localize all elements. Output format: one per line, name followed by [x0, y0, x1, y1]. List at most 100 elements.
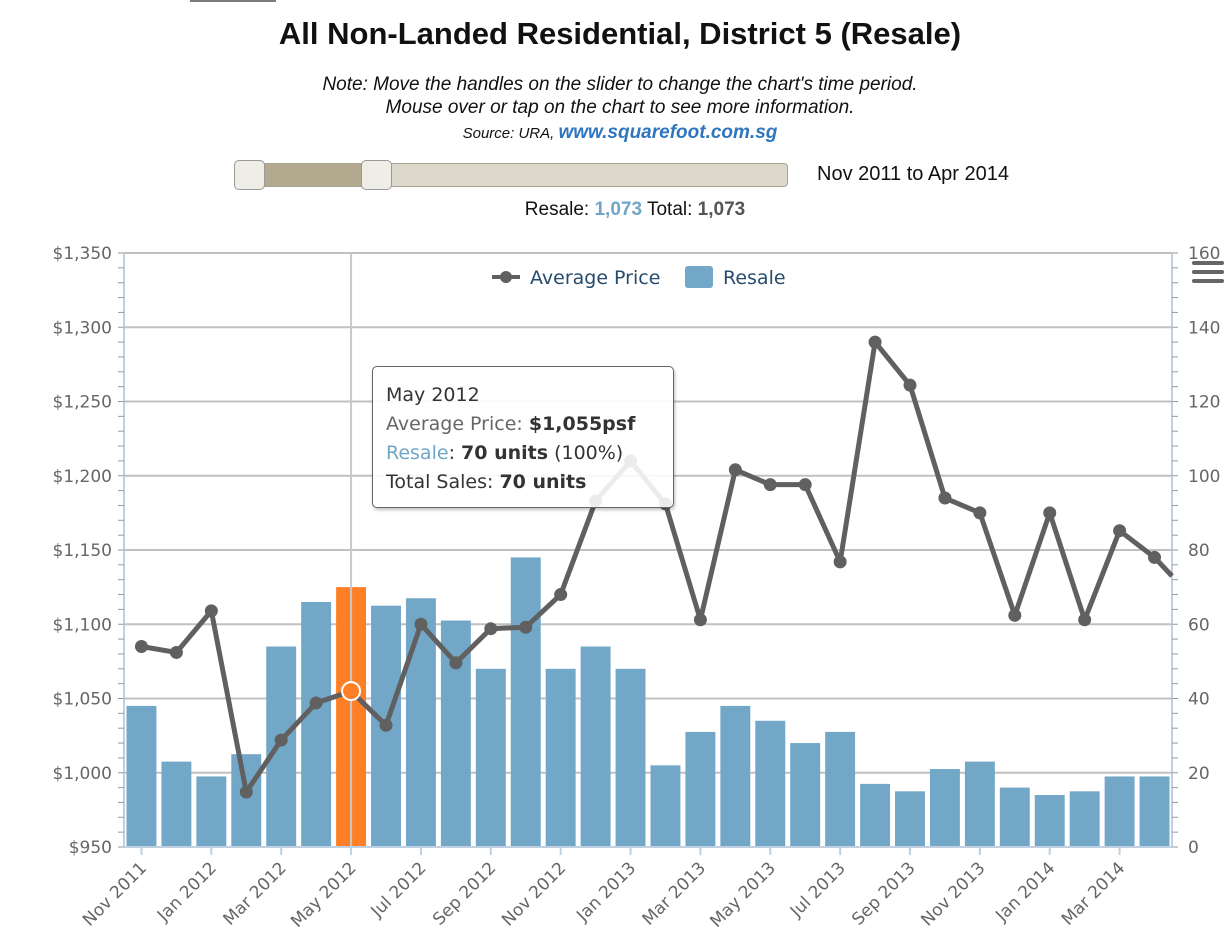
tooltip-avg-label: Average Price: — [386, 413, 529, 435]
bar-jul-2013[interactable] — [825, 731, 856, 847]
price-point-mar-2013[interactable] — [693, 613, 707, 627]
legend[interactable]: Average Price Resale — [492, 266, 786, 289]
bar-jan-2012[interactable] — [196, 776, 227, 847]
source-prefix: Source: URA, — [462, 125, 559, 142]
tooltip-resale-label: Resale — [386, 442, 449, 464]
bar-dec-2012[interactable] — [580, 646, 611, 847]
y-right-tick-label: 20 — [1188, 764, 1210, 784]
resale-total-value: 1,073 — [594, 199, 643, 220]
axes — [118, 252, 1178, 848]
price-point-sep-2013[interactable] — [903, 378, 917, 392]
y-left-tick-label: $1,150 — [53, 541, 112, 561]
y-left-tick-label: $1,300 — [53, 318, 112, 338]
bar-apr-2014[interactable] — [1139, 776, 1170, 847]
legend-swatch-icon — [685, 266, 713, 288]
x-tick-label: Nov 2013 — [917, 858, 989, 930]
bar-nov-2011[interactable] — [126, 705, 157, 847]
bar-apr-2012[interactable] — [301, 601, 332, 847]
legend-label-average-price: Average Price — [530, 267, 660, 289]
bar-oct-2012[interactable] — [510, 557, 541, 847]
overall-total-value: 1,073 — [697, 199, 746, 220]
bar-feb-2014[interactable] — [1069, 791, 1100, 847]
slider-selected-range — [247, 164, 375, 186]
tooltip-average-price: Average Price: $1,055psf — [386, 413, 635, 435]
price-point-apr-2013[interactable] — [728, 463, 742, 477]
x-tick-label: Mar 2012 — [219, 858, 290, 929]
price-point-apr-2014[interactable] — [1148, 550, 1162, 564]
price-point-jul-2013[interactable] — [833, 555, 847, 569]
x-tick-label: Jan 2013 — [572, 858, 640, 926]
price-point-nov-2011[interactable] — [134, 640, 148, 654]
price-point-oct-2013[interactable] — [938, 491, 952, 505]
price-point-nov-2013[interactable] — [973, 506, 987, 520]
bar-jul-2012[interactable] — [405, 598, 436, 847]
price-point-apr-2012[interactable] — [309, 696, 323, 710]
tooltip-total: Total Sales: 70 units — [386, 471, 586, 493]
slider-handle-end[interactable] — [361, 160, 392, 190]
bar-aug-2013[interactable] — [860, 783, 891, 847]
bar-jan-2013[interactable] — [615, 668, 646, 847]
y-right-tick-label: 60 — [1188, 615, 1210, 635]
resale-total-label: Resale: — [524, 199, 595, 220]
tooltip-avg-value: $1,055psf — [528, 413, 636, 435]
tooltip-resale-sep: : — [448, 442, 462, 464]
bar-sep-2013[interactable] — [895, 791, 925, 847]
overall-total-label: Total: — [642, 199, 698, 220]
bar-nov-2013[interactable] — [964, 761, 995, 847]
price-point-jun-2012[interactable] — [379, 718, 393, 732]
y-left-tick-label: $950 — [69, 838, 112, 858]
price-point-aug-2012[interactable] — [449, 656, 463, 670]
bar-oct-2013[interactable] — [929, 769, 960, 847]
bar-mar-2013[interactable] — [685, 731, 716, 847]
tooltip-month: May 2012 — [386, 384, 480, 406]
resale-bars — [126, 557, 1170, 847]
y-right-tick-label: 100 — [1188, 467, 1220, 487]
price-point-oct-2012[interactable] — [519, 620, 533, 634]
source-link[interactable]: www.squarefoot.com.sg — [558, 122, 778, 143]
price-point-jun-2013[interactable] — [798, 478, 812, 492]
bar-nov-2012[interactable] — [545, 668, 576, 847]
price-point-jul-2012[interactable] — [414, 617, 428, 631]
bar-dec-2011[interactable] — [161, 761, 192, 847]
price-point-feb-2014[interactable] — [1078, 613, 1092, 627]
bar-feb-2012[interactable] — [231, 754, 262, 847]
x-tick-label: Mar 2013 — [639, 858, 710, 929]
bar-mar-2012[interactable] — [266, 646, 297, 847]
y-axis-labels: $950 $1,000 $1,050 $1,100 $1,150 $1,200 $1,250… — [53, 244, 1221, 858]
price-point-mar-2014[interactable] — [1113, 524, 1127, 538]
price-point-may-2013[interactable] — [763, 478, 777, 492]
chart-title: All Non-Landed Residential, District 5 (… — [278, 16, 962, 51]
bar-feb-2013[interactable] — [650, 765, 681, 847]
price-point-jan-2012[interactable] — [204, 604, 218, 618]
slider-handle-start[interactable] — [234, 160, 265, 190]
time-period-slider[interactable] — [234, 160, 788, 190]
bar-apr-2013[interactable] — [720, 705, 751, 847]
top-edge-bar — [190, 0, 276, 2]
bar-jun-2013[interactable] — [790, 743, 821, 847]
hover-tooltip: May 2012 Average Price: $1,055psf Resale… — [372, 366, 674, 508]
price-point-nov-2012[interactable] — [554, 588, 568, 602]
x-tick-label: Jan 2014 — [991, 858, 1059, 926]
price-point-dec-2011[interactable] — [169, 645, 183, 659]
bar-mar-2014[interactable] — [1104, 776, 1135, 847]
bar-sep-2012[interactable] — [475, 668, 506, 847]
price-point-dec-2013[interactable] — [1008, 608, 1022, 622]
price-point-sep-2012[interactable] — [484, 622, 498, 636]
x-tick-label: Jul 2012 — [367, 858, 431, 922]
bar-dec-2013[interactable] — [999, 787, 1030, 847]
x-tick-label: Sep 2012 — [429, 858, 500, 929]
bar-may-2013[interactable] — [755, 720, 786, 847]
x-tick-label: Nov 2011 — [79, 858, 151, 930]
x-tick-label: Sep 2013 — [848, 858, 919, 929]
bar-jan-2014[interactable] — [1034, 795, 1065, 847]
price-point-mar-2012[interactable] — [274, 733, 288, 747]
price-point-feb-2012[interactable] — [239, 785, 253, 799]
price-point-highlighted[interactable] — [341, 681, 362, 702]
legend-item-average-price[interactable]: Average Price — [492, 267, 660, 289]
legend-item-resale[interactable]: Resale — [685, 266, 786, 289]
hamburger-menu-icon[interactable] — [1192, 261, 1224, 285]
price-point-aug-2013[interactable] — [868, 335, 882, 349]
y-left-tick-label: $1,100 — [53, 615, 112, 635]
price-point-jan-2014[interactable] — [1043, 506, 1057, 520]
